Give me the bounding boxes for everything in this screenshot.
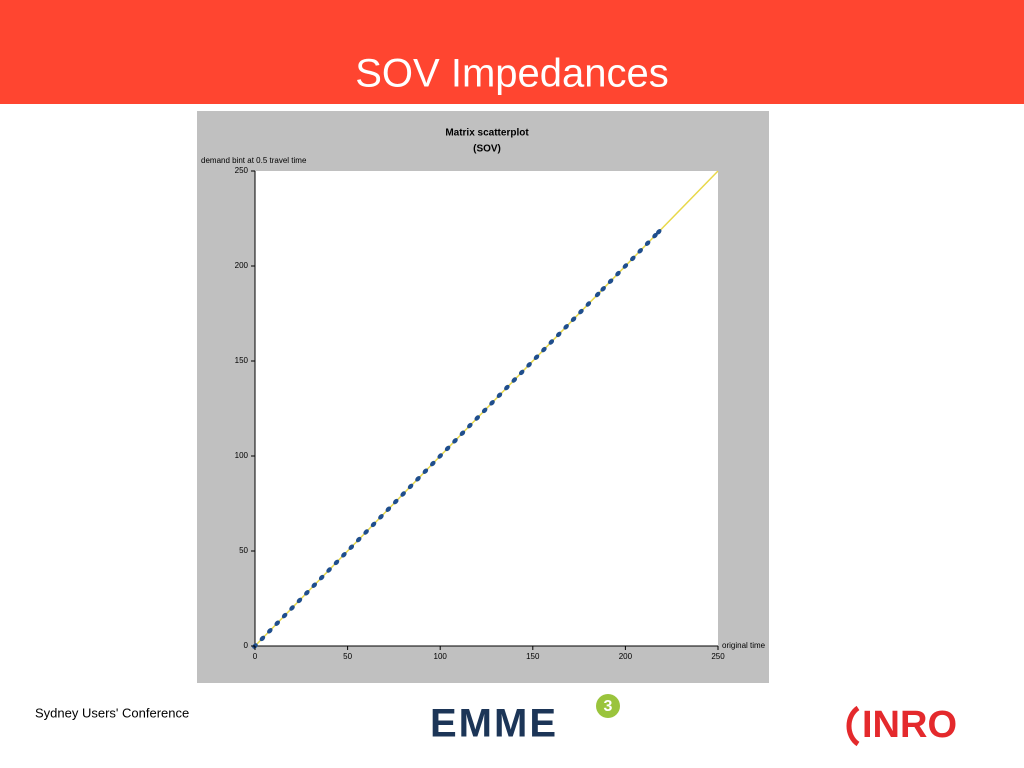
point xyxy=(511,377,518,383)
x-tick-label: 200 xyxy=(619,652,633,661)
x-tick-label: 250 xyxy=(711,652,725,661)
point xyxy=(533,354,540,360)
point xyxy=(467,422,473,429)
y-tick-label: 0 xyxy=(244,641,249,650)
point xyxy=(444,445,451,452)
slide-title: SOV Impedances xyxy=(355,52,669,96)
point xyxy=(541,346,547,353)
x-tick-label: 50 xyxy=(343,652,352,661)
point xyxy=(259,635,266,642)
point xyxy=(504,384,510,391)
point xyxy=(326,567,332,573)
point xyxy=(267,628,273,634)
point xyxy=(296,597,303,604)
point xyxy=(474,415,480,421)
marks xyxy=(252,229,662,649)
point xyxy=(363,529,369,535)
point xyxy=(594,291,601,298)
logo-badge xyxy=(596,694,620,718)
point xyxy=(600,286,606,292)
y-tick-label: 150 xyxy=(235,356,249,365)
y-tick-label: 250 xyxy=(235,166,249,175)
point xyxy=(393,498,399,505)
x-axis-label: original time xyxy=(722,641,766,650)
y-axis-label: demand bint at 0.5 travel time xyxy=(201,156,307,165)
point xyxy=(274,620,280,626)
point xyxy=(355,536,362,543)
point xyxy=(563,324,569,330)
point xyxy=(422,468,429,474)
point xyxy=(585,301,592,307)
logo-emme-version: 3 xyxy=(604,698,613,715)
footer-text: Sydney Users' Conference xyxy=(35,705,189,720)
point xyxy=(615,270,621,277)
point xyxy=(570,316,577,322)
point xyxy=(496,392,503,398)
point xyxy=(548,339,555,345)
point xyxy=(622,263,629,269)
point xyxy=(430,460,436,467)
point xyxy=(459,430,466,436)
x-tick-label: 150 xyxy=(526,652,540,661)
point xyxy=(370,521,377,528)
y-tick-label: 100 xyxy=(235,451,249,460)
point xyxy=(637,248,643,254)
point xyxy=(341,552,347,558)
point xyxy=(437,453,443,459)
chart-subtitle: (SOV) xyxy=(473,144,501,155)
chart-title: Matrix scatterplot xyxy=(445,128,529,139)
point xyxy=(655,229,662,235)
point xyxy=(281,612,288,619)
point xyxy=(348,544,355,550)
point xyxy=(644,240,651,246)
point xyxy=(518,369,525,376)
point xyxy=(385,506,392,512)
point xyxy=(311,582,318,588)
x-tick-label: 0 xyxy=(253,652,258,661)
point xyxy=(400,491,406,497)
point xyxy=(378,514,384,520)
point xyxy=(304,590,310,596)
point xyxy=(318,574,325,581)
point xyxy=(407,483,414,490)
y-tick-label: 200 xyxy=(235,261,249,270)
point xyxy=(452,438,458,444)
point xyxy=(289,605,295,611)
point xyxy=(415,476,421,482)
logo-arc xyxy=(846,705,860,747)
y-tick-label: 50 xyxy=(239,546,248,555)
point xyxy=(489,400,495,406)
x-tick-label: 100 xyxy=(434,652,448,661)
logo-emme: EMME xyxy=(430,702,558,746)
point xyxy=(555,331,562,338)
point xyxy=(481,407,488,414)
header-band xyxy=(0,0,1024,104)
point xyxy=(526,362,532,368)
point xyxy=(578,308,584,315)
point xyxy=(333,559,340,566)
point xyxy=(652,232,658,239)
point xyxy=(630,255,636,262)
point xyxy=(607,278,614,284)
logo-inro: INRO xyxy=(862,704,957,746)
